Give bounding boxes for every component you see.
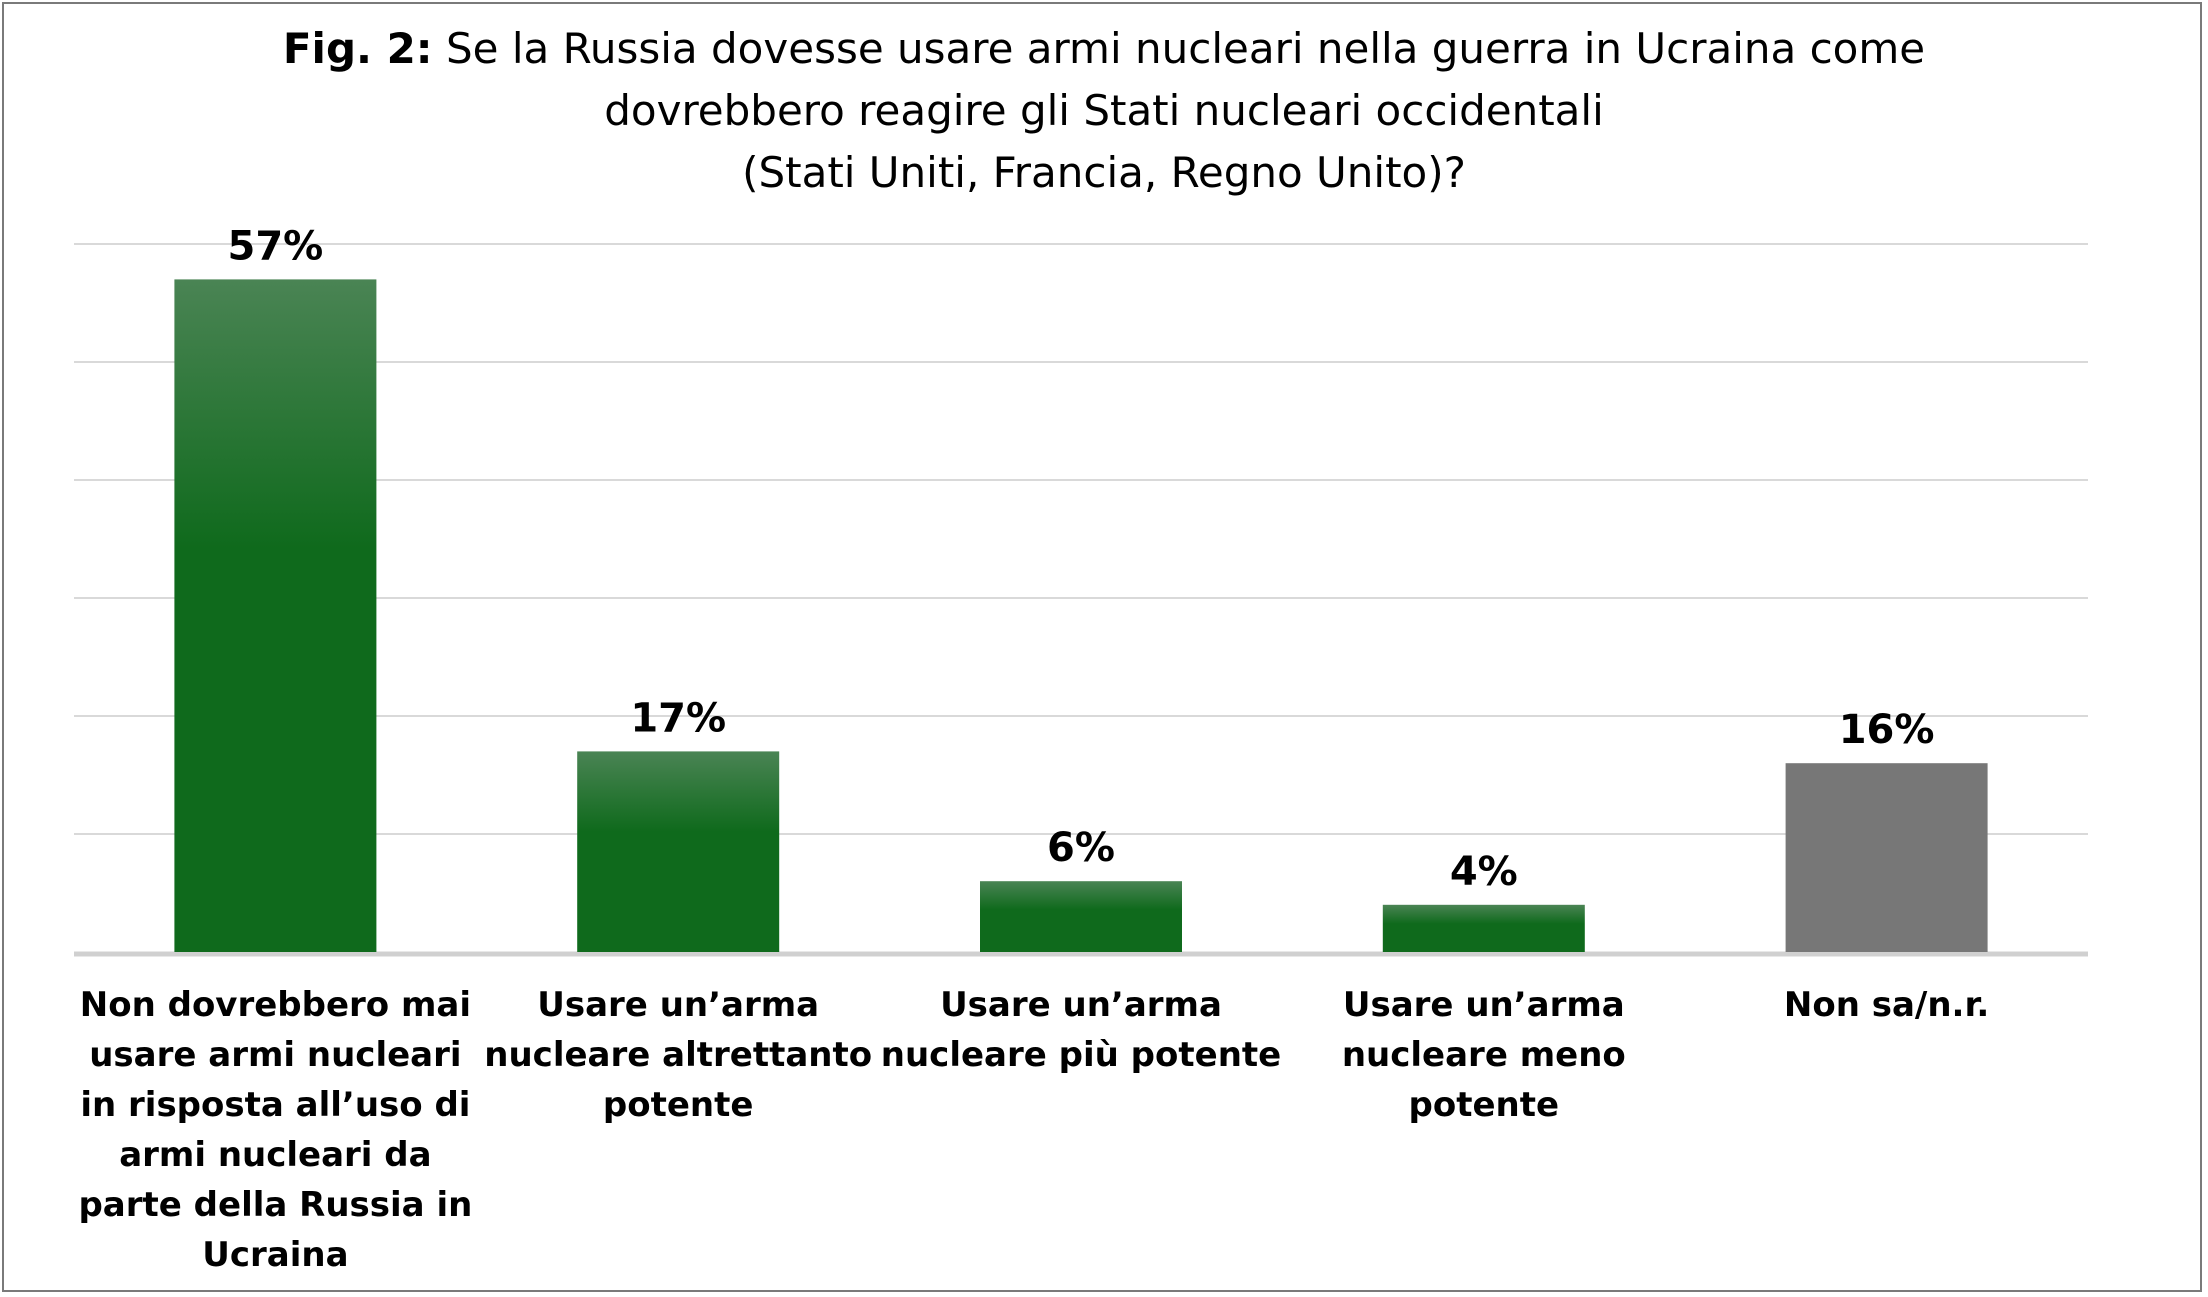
category-label-line: nucleare meno: [1341, 1035, 1626, 1075]
value-label-3: 6%: [1047, 825, 1115, 871]
bar-2: [577, 751, 780, 952]
title-line-1-text: Se la Russia dovesse usare armi nucleari…: [445, 24, 1926, 73]
category-label-line: Ucraina: [202, 1235, 349, 1275]
category-label-line: in risposta all’uso di: [80, 1085, 471, 1125]
category-label-line: usare armi nucleari: [89, 1035, 462, 1075]
category-label-line: potente: [1408, 1085, 1560, 1125]
bar-1: [174, 279, 377, 952]
title-line-1: Fig. 2: Se la Russia dovesse usare armi …: [0, 18, 2208, 80]
chart-title: Fig. 2: Se la Russia dovesse usare armi …: [0, 18, 2208, 204]
category-label-5: Non sa/n.r.: [1677, 980, 2097, 1030]
category-label-2: Usare un’arma nucleare altrettanto potente: [468, 980, 888, 1130]
category-label-line: Usare un’arma: [940, 985, 1222, 1025]
value-label-2: 17%: [630, 695, 726, 741]
category-label-line: nucleare più potente: [880, 1035, 1282, 1075]
bars: [174, 279, 1988, 952]
category-label-1: Non dovrebbero mai usare armi nucleari in …: [65, 980, 485, 1280]
category-label-line: Usare un’arma: [537, 985, 820, 1025]
category-label-4: Usare un’arma nucleare meno potente: [1274, 980, 1694, 1130]
value-label-4: 4%: [1450, 849, 1518, 895]
category-label-line: armi nucleari da: [119, 1135, 432, 1175]
value-labels: 57% 17% 6% 4% 16%: [228, 223, 1935, 894]
category-label-line: potente: [602, 1085, 754, 1125]
title-prefix: Fig. 2:: [282, 24, 433, 73]
category-label-line: Non sa/n.r.: [1783, 985, 1990, 1025]
category-label-line: nucleare altrettanto: [484, 1035, 873, 1075]
bar-3: [980, 881, 1182, 952]
bar-4: [1382, 904, 1585, 952]
value-label-5: 16%: [1839, 707, 1935, 753]
category-label-line: Non dovrebbero mai: [79, 985, 472, 1025]
bar-5: [1785, 763, 1988, 952]
gridlines: [74, 243, 2088, 957]
title-line-2: dovrebbero reagire gli Stati nucleari oc…: [604, 86, 1604, 135]
category-label-3: Usare un’arma nucleare più potente: [871, 980, 1291, 1080]
category-label-line: Usare un’arma: [1342, 985, 1625, 1025]
category-label-line: parte della Russia in: [78, 1185, 473, 1225]
value-label-1: 57%: [228, 223, 324, 269]
title-line-3: (Stati Uniti, Francia, Regno Unito)?: [742, 148, 1466, 197]
